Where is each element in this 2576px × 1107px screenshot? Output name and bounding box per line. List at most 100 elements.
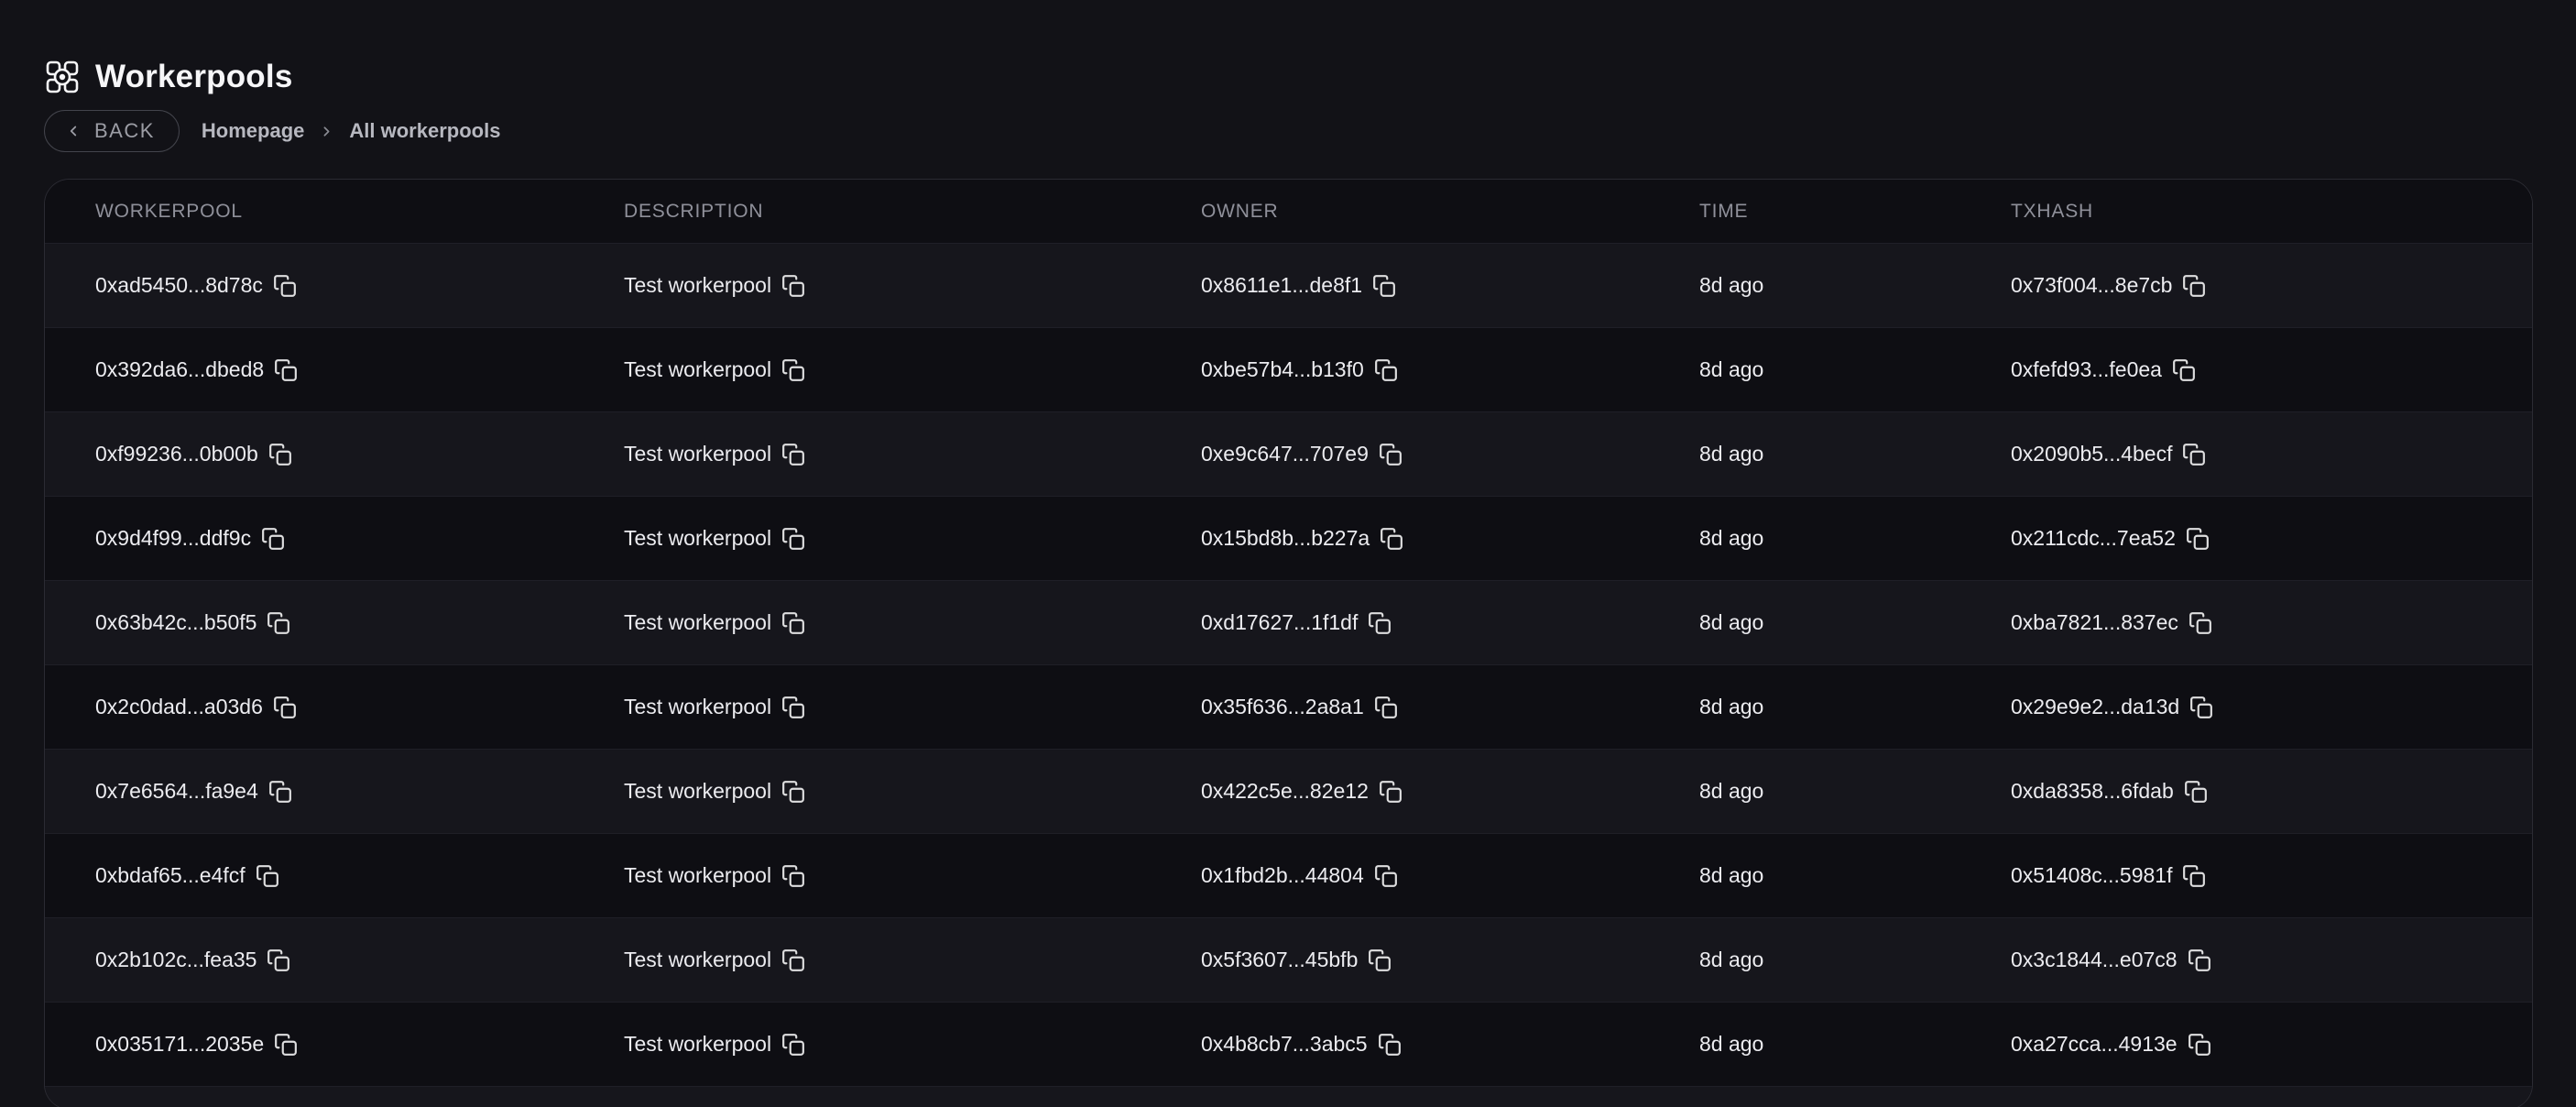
copy-icon[interactable] [2182, 864, 2206, 888]
workerpool-cell: 0x9d4f99...ddf9c [95, 526, 624, 551]
copy-icon[interactable] [2188, 1033, 2211, 1057]
workerpool-cell: 0xbdaf65...e4fcf [95, 863, 624, 888]
workerpool-address: 0x2b102c...fea35 [95, 948, 257, 971]
copy-icon[interactable] [274, 1033, 298, 1057]
table-row[interactable]: 0x63b42c...b50f5 Test workerpool 0xd1762… [45, 580, 2532, 664]
table-row[interactable]: 0x392da6...dbed8 Test workerpool 0xbe57b… [45, 327, 2532, 411]
description-cell: Test workerpool [624, 863, 1201, 888]
copy-icon[interactable] [268, 443, 292, 466]
copy-icon[interactable] [261, 527, 285, 551]
page-header: Workerpools [44, 57, 2532, 97]
time-cell: 8d ago [1699, 610, 2011, 635]
time-text: 8d ago [1699, 273, 1764, 297]
copy-icon[interactable] [267, 948, 290, 972]
copy-icon[interactable] [1378, 1033, 1402, 1057]
time-cell: 8d ago [1699, 779, 2011, 804]
workerpool-address: 0xad5450...8d78c [95, 273, 263, 297]
back-button[interactable]: BACK [44, 110, 180, 152]
table-row[interactable]: 0x9d4f99...ddf9c Test workerpool 0x15bd8… [45, 496, 2532, 580]
copy-icon[interactable] [781, 527, 805, 551]
copy-icon[interactable] [1368, 948, 1392, 972]
copy-icon[interactable] [1374, 864, 1398, 888]
description-cell: Test workerpool [624, 442, 1201, 466]
copy-icon[interactable] [1379, 780, 1403, 804]
breadcrumb-item-homepage[interactable]: Homepage [201, 119, 305, 142]
copy-icon[interactable] [1374, 358, 1398, 382]
time-cell: 8d ago [1699, 695, 2011, 719]
table-row[interactable]: 0x7e6564...fa9e4 Test workerpool 0x422c5… [45, 749, 2532, 833]
copy-icon[interactable] [2172, 358, 2196, 382]
table-row-partial[interactable] [45, 1086, 2532, 1107]
description-cell: Test workerpool [624, 779, 1201, 804]
workerpools-table: WORKERPOOL DESCRIPTION OWNER TIME TXHASH 0xa… [44, 179, 2533, 1107]
table-row[interactable]: 0xf99236...0b00b Test workerpool 0xe9c64… [45, 411, 2532, 496]
column-header-time: TIME [1699, 200, 1749, 222]
table-body: 0xad5450...8d78c Test workerpool 0x8611e… [45, 243, 2532, 1107]
copy-icon[interactable] [2186, 527, 2210, 551]
copy-icon[interactable] [781, 1033, 805, 1057]
owner-address: 0x35f636...2a8a1 [1201, 695, 1364, 718]
workerpool-cell: 0x392da6...dbed8 [95, 357, 624, 382]
time-text: 8d ago [1699, 695, 1764, 718]
time-cell: 8d ago [1699, 526, 2011, 551]
table-row[interactable]: 0xad5450...8d78c Test workerpool 0x8611e… [45, 243, 2532, 327]
description-text: Test workerpool [624, 863, 772, 887]
owner-cell: 0x5f3607...45bfb [1201, 948, 1699, 972]
txhash-text: 0x73f004...8e7cb [2011, 273, 2173, 297]
copy-icon[interactable] [2184, 780, 2208, 804]
copy-icon[interactable] [781, 780, 805, 804]
workerpool-cell: 0xf99236...0b00b [95, 442, 624, 466]
copy-icon[interactable] [268, 780, 292, 804]
copy-icon[interactable] [256, 864, 279, 888]
txhash-cell: 0x73f004...8e7cb [2011, 273, 2532, 298]
copy-icon[interactable] [781, 358, 805, 382]
time-cell: 8d ago [1699, 863, 2011, 888]
table-row[interactable]: 0xbdaf65...e4fcf Test workerpool 0x1fbd2… [45, 833, 2532, 917]
time-text: 8d ago [1699, 442, 1764, 466]
time-cell: 8d ago [1699, 273, 2011, 298]
description-text: Test workerpool [624, 526, 772, 550]
back-button-label: BACK [94, 119, 155, 142]
description-cell: Test workerpool [624, 948, 1201, 972]
copy-icon[interactable] [2189, 611, 2212, 635]
copy-icon[interactable] [781, 443, 805, 466]
description-text: Test workerpool [624, 695, 772, 718]
copy-icon[interactable] [274, 358, 298, 382]
time-text: 8d ago [1699, 1032, 1764, 1056]
copy-icon[interactable] [781, 864, 805, 888]
copy-icon[interactable] [273, 696, 297, 719]
table-row[interactable]: 0x2b102c...fea35 Test workerpool 0x5f360… [45, 917, 2532, 1002]
copy-icon[interactable] [1374, 696, 1398, 719]
workerpool-address: 0x035171...2035e [95, 1032, 265, 1056]
column-header-workerpool: WORKERPOOL [95, 200, 243, 222]
copy-icon[interactable] [2188, 948, 2211, 972]
description-cell: Test workerpool [624, 273, 1201, 298]
table-row[interactable]: 0x2c0dad...a03d6 Test workerpool 0x35f63… [45, 664, 2532, 749]
copy-icon[interactable] [781, 948, 805, 972]
description-text: Test workerpool [624, 779, 772, 803]
table-row[interactable]: 0x035171...2035e Test workerpool 0x4b8cb… [45, 1002, 2532, 1086]
breadcrumb-item-all-workerpools[interactable]: All workerpools [349, 119, 501, 142]
copy-icon[interactable] [2182, 274, 2206, 298]
txhash-cell: 0xba7821...837ec [2011, 610, 2532, 635]
copy-icon[interactable] [1379, 443, 1403, 466]
copy-icon[interactable] [267, 611, 290, 635]
owner-cell: 0x8611e1...de8f1 [1201, 273, 1699, 298]
owner-cell: 0xd17627...1f1df [1201, 610, 1699, 635]
copy-icon[interactable] [781, 696, 805, 719]
owner-cell: 0x1fbd2b...44804 [1201, 863, 1699, 888]
time-text: 8d ago [1699, 526, 1764, 550]
description-text: Test workerpool [624, 1032, 772, 1056]
copy-icon[interactable] [781, 611, 805, 635]
copy-icon[interactable] [273, 274, 297, 298]
workerpool-address: 0x7e6564...fa9e4 [95, 779, 258, 803]
workerpool-cell: 0x035171...2035e [95, 1032, 624, 1057]
copy-icon[interactable] [2189, 696, 2213, 719]
copy-icon[interactable] [2182, 443, 2206, 466]
copy-icon[interactable] [1368, 611, 1392, 635]
copy-icon[interactable] [1372, 274, 1396, 298]
copy-icon[interactable] [1380, 527, 1403, 551]
column-header-owner: OWNER [1201, 200, 1279, 222]
copy-icon[interactable] [781, 274, 805, 298]
time-cell: 8d ago [1699, 948, 2011, 972]
